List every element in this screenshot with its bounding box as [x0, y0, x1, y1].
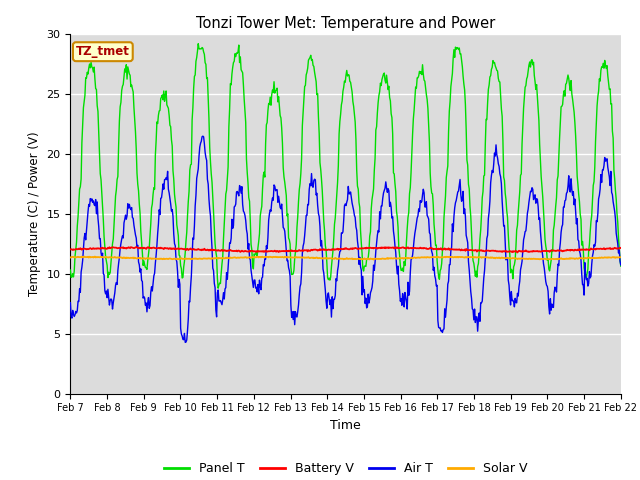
Title: Tonzi Tower Met: Temperature and Power: Tonzi Tower Met: Temperature and Power: [196, 16, 495, 31]
X-axis label: Time: Time: [330, 419, 361, 432]
Text: TZ_tmet: TZ_tmet: [76, 45, 130, 58]
Y-axis label: Temperature (C) / Power (V): Temperature (C) / Power (V): [28, 132, 41, 296]
Legend: Panel T, Battery V, Air T, Solar V: Panel T, Battery V, Air T, Solar V: [159, 457, 532, 480]
